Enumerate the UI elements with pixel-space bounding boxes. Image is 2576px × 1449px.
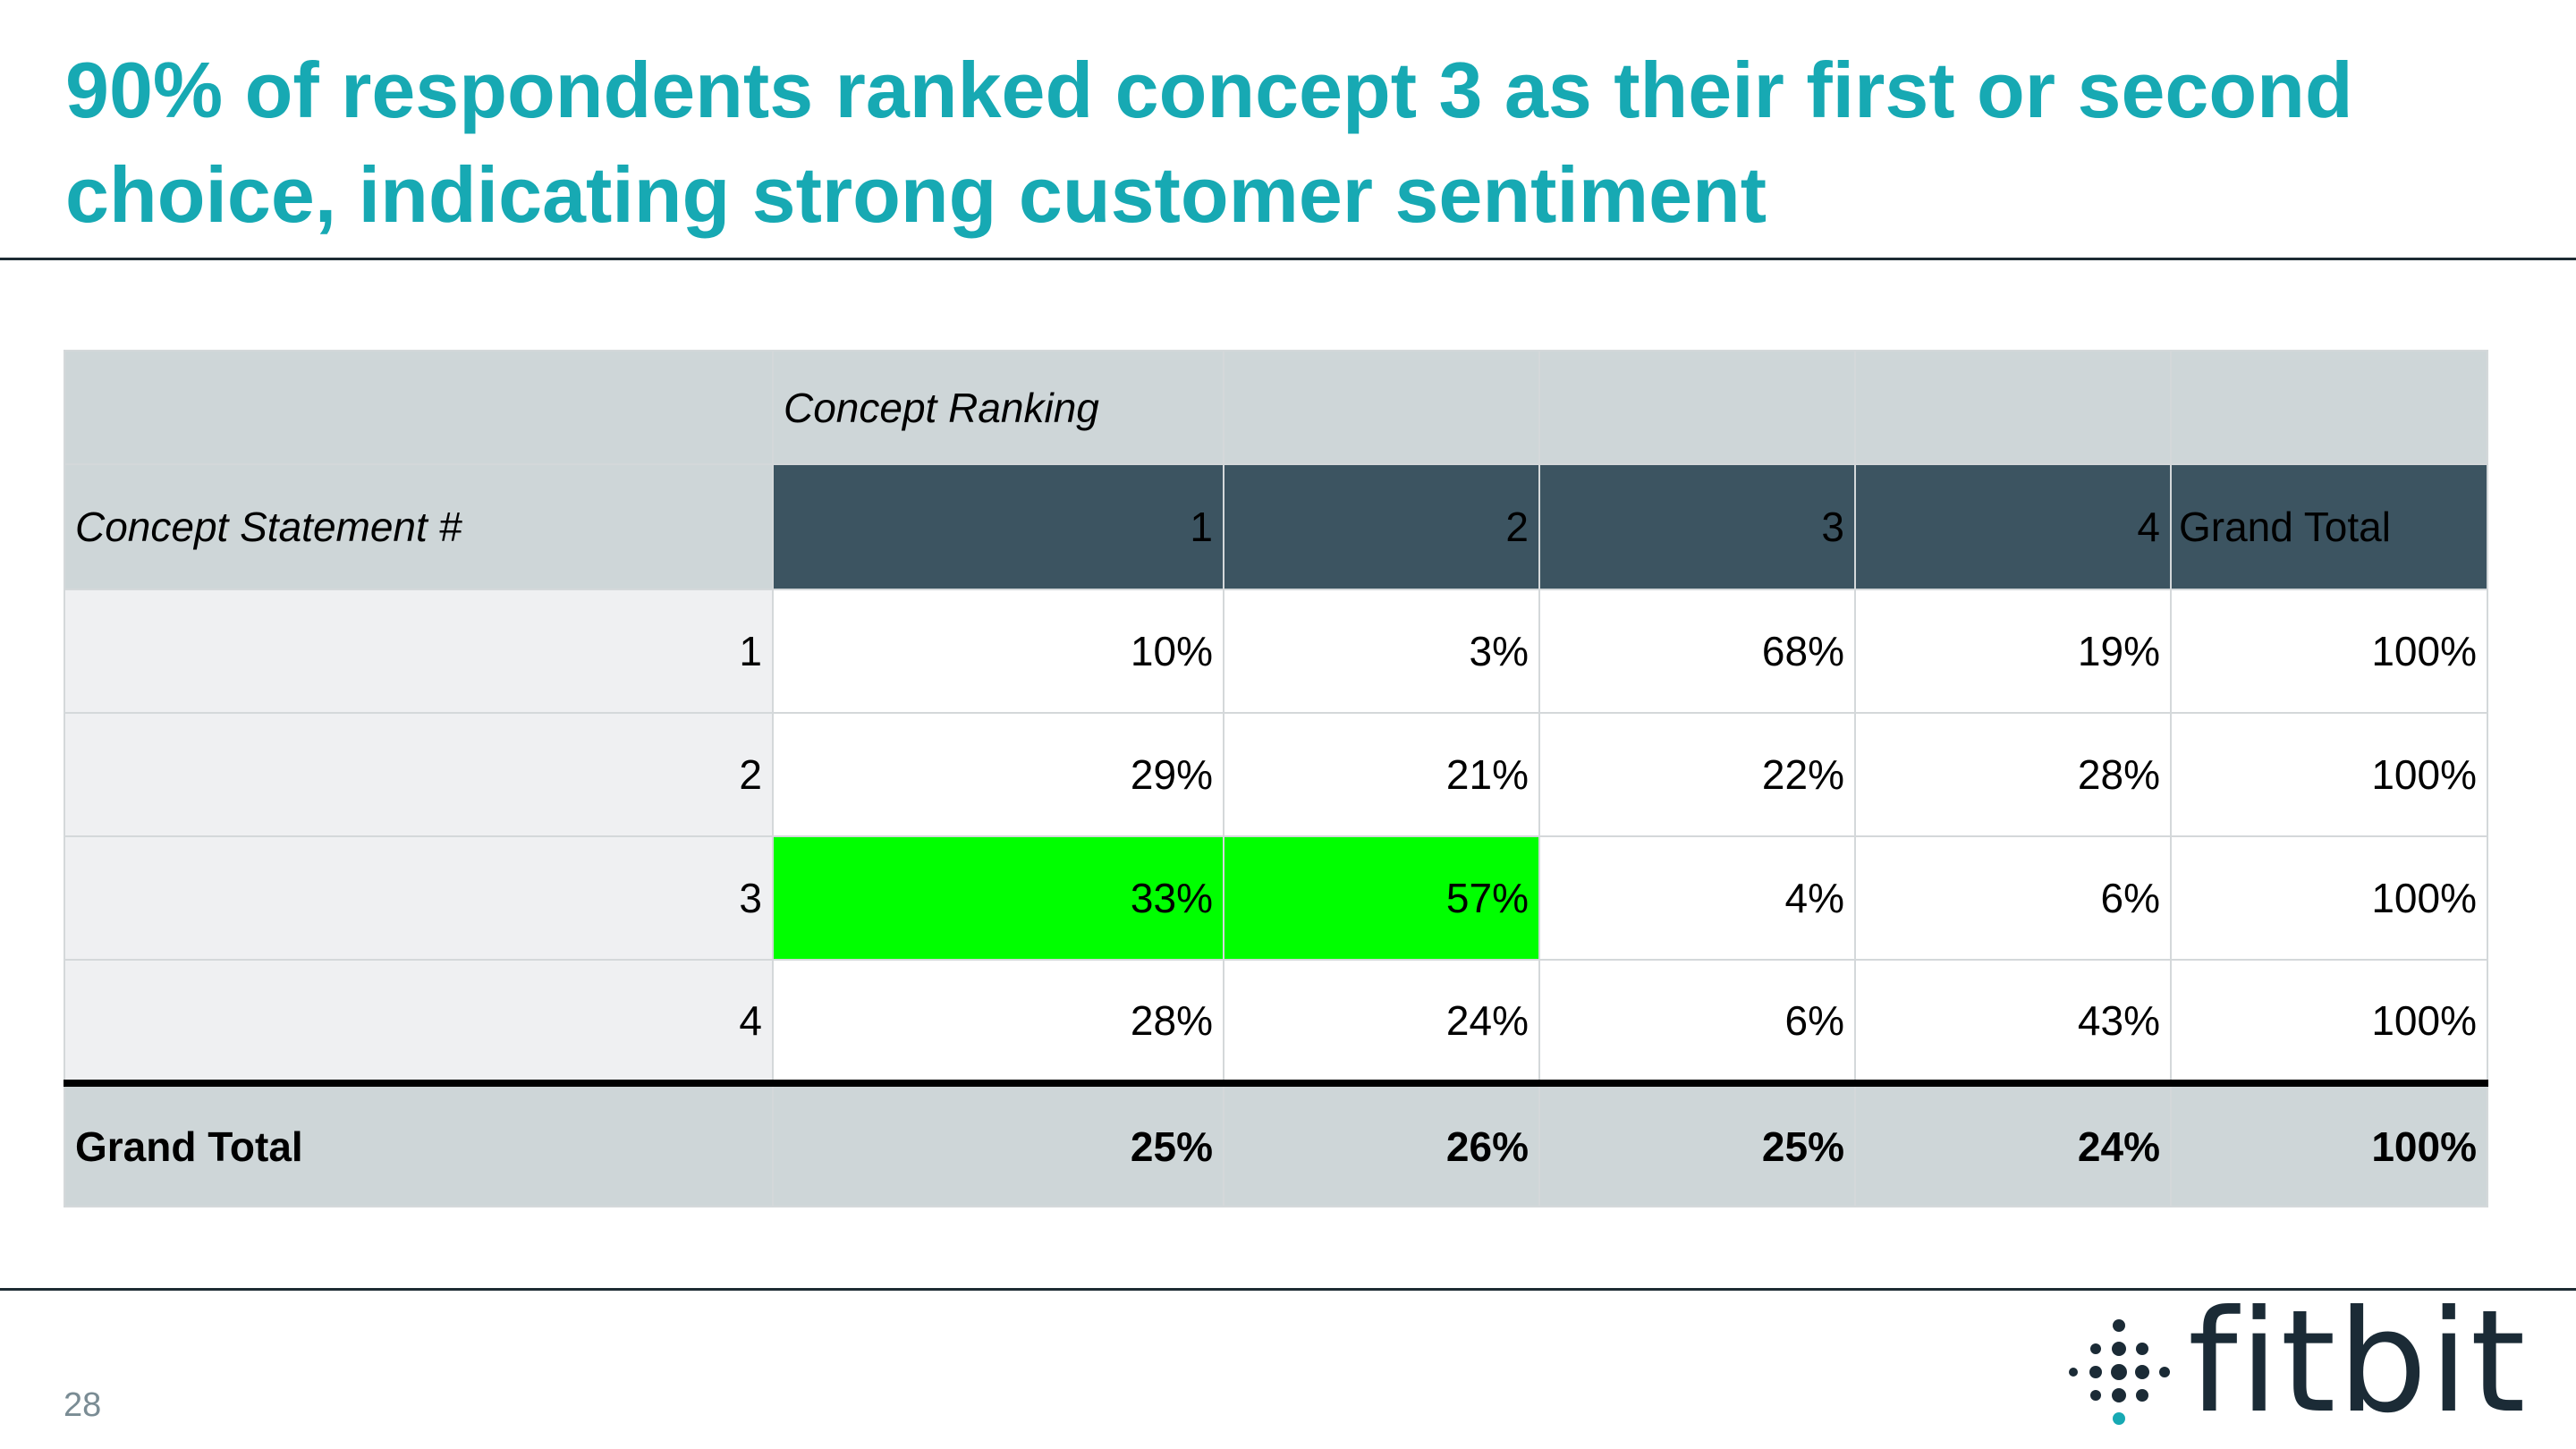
table-cell: 3%	[1223, 589, 1540, 714]
row-label: 2	[64, 712, 774, 837]
fitbit-wordmark: fitbit	[2188, 1280, 2528, 1445]
table-cell: 6%	[1538, 959, 1856, 1087]
table-cell: 29%	[772, 712, 1224, 837]
table-row: 2 29% 21% 22% 28% 100%	[64, 712, 2488, 837]
table-cell: 100%	[2170, 959, 2488, 1087]
column-field-label: Concept Ranking	[772, 350, 1224, 465]
row-label: 3	[64, 835, 774, 961]
top-divider	[0, 258, 2576, 260]
table-cell: 100%	[2170, 589, 2488, 714]
table-cell: 6%	[1854, 835, 2172, 961]
table-cell: 19%	[1854, 589, 2172, 714]
highlighted-cell: 57%	[1223, 835, 1540, 961]
fitbit-dots-icon	[2069, 1319, 2170, 1425]
concept-ranking-table: Concept Ranking Concept Statement # 1 2 …	[64, 350, 2488, 1208]
slide-title: 90% of respondents ranked concept 3 as t…	[65, 46, 2353, 239]
column-field-row: Concept Ranking	[64, 350, 2488, 465]
column-header-2: 2	[1223, 463, 1540, 590]
column-header-grand-total: Grand Total	[2170, 463, 2488, 590]
total-cell: 100%	[2170, 1082, 2488, 1208]
total-cell: 24%	[1854, 1082, 2172, 1208]
fitbit-logo: fitbit	[2061, 1292, 2526, 1433]
table-cell: 68%	[1538, 589, 1856, 714]
page-number: 28	[64, 1386, 102, 1424]
total-cell: 25%	[772, 1082, 1224, 1208]
table-cell: 4%	[1538, 835, 1856, 961]
table-cell: 100%	[2170, 712, 2488, 837]
table-cell: 28%	[772, 959, 1224, 1087]
column-header-row: Concept Statement # 1 2 3 4 Grand Total	[64, 463, 2488, 590]
table-cell: 10%	[772, 589, 1224, 714]
row-field-label: Concept Statement #	[64, 463, 774, 590]
table-cell: 100%	[2170, 835, 2488, 961]
column-header-1: 1	[772, 463, 1224, 590]
table-cell: 43%	[1854, 959, 2172, 1087]
corner-cell	[64, 350, 774, 465]
total-cell: 25%	[1538, 1082, 1856, 1208]
column-header-3: 3	[1538, 463, 1856, 590]
column-header-4: 4	[1854, 463, 2172, 590]
table-cell: 22%	[1538, 712, 1856, 837]
bottom-divider	[0, 1288, 2576, 1291]
table-cell: 21%	[1223, 712, 1540, 837]
total-cell: 26%	[1223, 1082, 1540, 1208]
row-label: 4	[64, 959, 774, 1087]
highlighted-cell: 33%	[772, 835, 1224, 961]
row-label: 1	[64, 589, 774, 714]
table-row: 3 33% 57% 4% 6% 100%	[64, 835, 2488, 961]
table-row: 1 10% 3% 68% 19% 100%	[64, 589, 2488, 714]
table-cell: 28%	[1854, 712, 2172, 837]
grand-total-row: Grand Total 25% 26% 25% 24% 100%	[64, 1082, 2488, 1208]
table-cell: 24%	[1223, 959, 1540, 1087]
grand-total-label: Grand Total	[64, 1082, 774, 1208]
table-row: 4 28% 24% 6% 43% 100%	[64, 959, 2488, 1087]
